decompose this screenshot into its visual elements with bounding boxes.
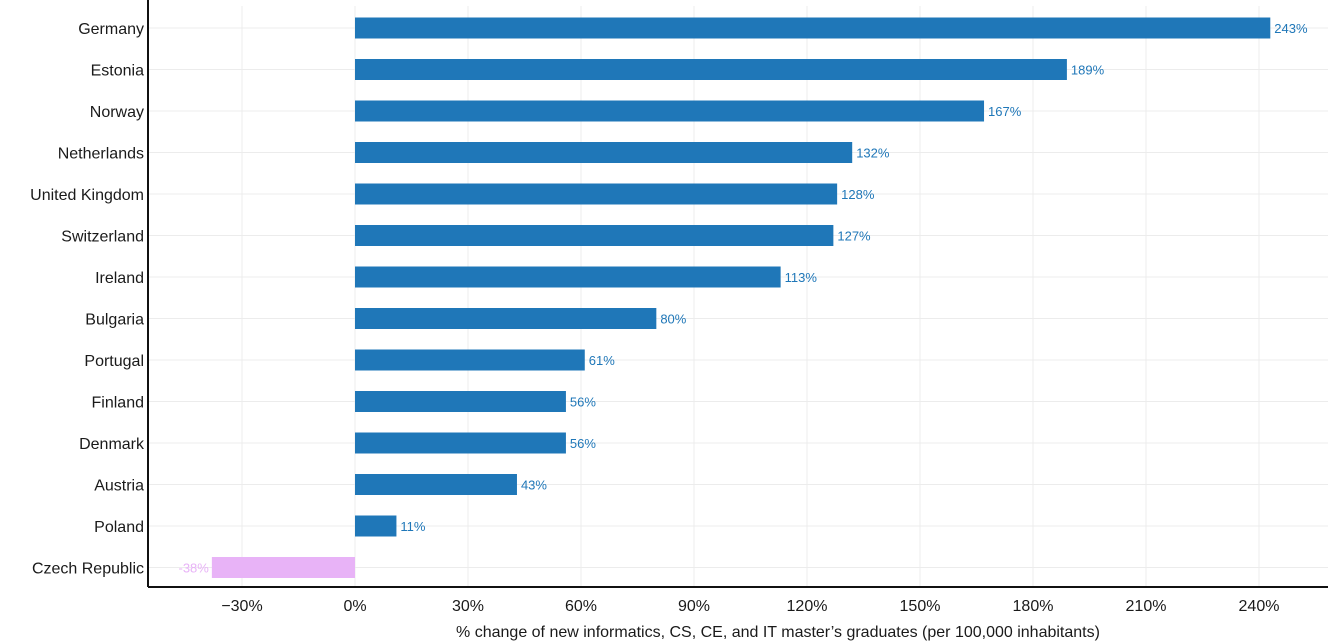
data-label: 56% xyxy=(570,436,596,451)
x-tick-label: 180% xyxy=(1013,598,1054,615)
data-label: 132% xyxy=(856,146,890,161)
gridlines xyxy=(148,6,1328,587)
category-label: Czech Republic xyxy=(32,561,144,578)
data-label: 56% xyxy=(570,395,596,410)
data-label: 243% xyxy=(1274,21,1308,36)
data-label: 11% xyxy=(400,519,425,534)
category-label: Bulgaria xyxy=(85,312,144,329)
category-label: Austria xyxy=(94,478,144,495)
data-label: 113% xyxy=(785,270,818,285)
category-labels: Germany Estonia Norway Netherlands United Ki… xyxy=(30,21,145,578)
x-tick-label: 30% xyxy=(452,598,484,615)
data-label: -38% xyxy=(179,561,210,576)
x-tick-label: 240% xyxy=(1239,598,1280,615)
bar-germany xyxy=(355,17,1271,39)
category-label: Ireland xyxy=(95,270,144,287)
x-tick-label: 210% xyxy=(1126,598,1167,615)
x-tick-label: −30% xyxy=(221,598,262,615)
category-label: Denmark xyxy=(79,436,145,453)
bar-united-kingdom xyxy=(355,183,838,205)
data-label: 61% xyxy=(589,353,615,368)
bars xyxy=(211,17,1271,578)
bar-finland xyxy=(355,391,566,412)
data-label: 128% xyxy=(841,187,875,202)
bar-poland xyxy=(355,515,397,537)
bar-estonia xyxy=(355,59,1067,80)
x-axis-title: % change of new informatics, CS, CE, and… xyxy=(456,624,1100,641)
data-label: 167% xyxy=(988,104,1022,119)
bar-norway xyxy=(355,100,985,122)
category-label: Netherlands xyxy=(58,146,144,163)
category-label: Norway xyxy=(90,104,144,121)
data-label: 43% xyxy=(521,478,547,493)
category-label: Germany xyxy=(78,21,144,38)
category-label: Portugal xyxy=(84,353,144,370)
data-label: 189% xyxy=(1071,63,1105,78)
x-tick-label: 150% xyxy=(900,598,941,615)
bar-netherlands xyxy=(355,142,853,163)
x-tick-label: 0% xyxy=(343,598,366,615)
data-label: 127% xyxy=(837,229,871,244)
x-tick-label: 90% xyxy=(678,598,710,615)
data-labels: 243% 189% 167% 132% 128% 127% 113% 80% 61% 56% 56%… xyxy=(179,21,1308,576)
data-label: 80% xyxy=(660,312,686,327)
category-label: Estonia xyxy=(91,63,144,80)
bar-portugal xyxy=(355,349,585,371)
category-label: Switzerland xyxy=(61,229,144,246)
x-tick-label: 60% xyxy=(565,598,597,615)
bar-austria xyxy=(355,474,517,495)
x-tick-labels: −30% 0% 30% 60% 90% 120% 150% 180% 210% 240% xyxy=(221,598,1279,615)
axes xyxy=(147,0,1328,588)
bar-ireland xyxy=(355,266,781,288)
bar-czech-republic xyxy=(211,557,355,578)
x-tick-label: 120% xyxy=(787,598,828,615)
bar-denmark xyxy=(355,432,566,454)
category-label: United Kingdom xyxy=(30,187,144,204)
bar-switzerland xyxy=(355,225,834,246)
category-label: Finland xyxy=(92,395,144,412)
category-label: Poland xyxy=(94,519,144,536)
bar-bulgaria xyxy=(355,308,657,329)
